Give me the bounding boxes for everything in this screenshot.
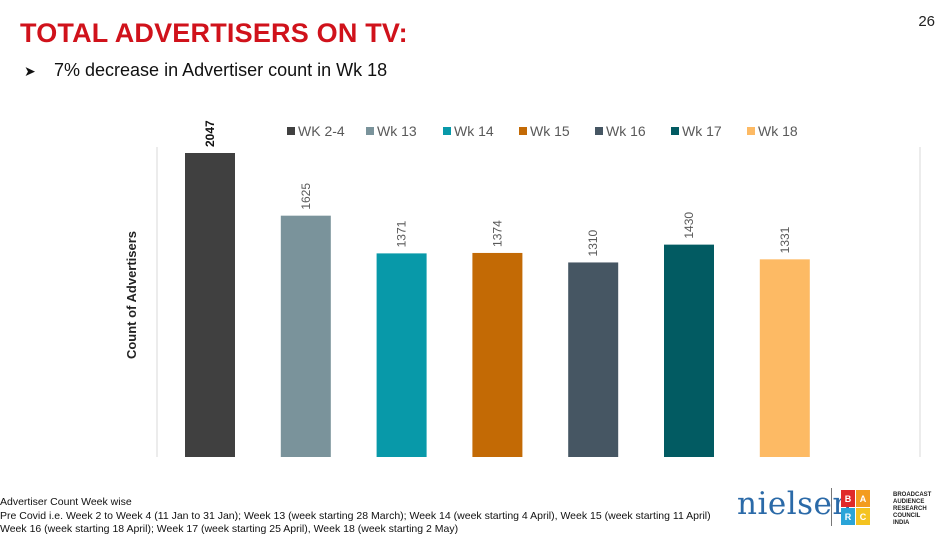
bullet-text: 7% decrease in Advertiser count in Wk 18 [54, 60, 388, 80]
legend-label-wk-13: Wk 13 [377, 123, 417, 139]
legend-label-wk-18: Wk 18 [758, 123, 798, 139]
legend-label-wk-16: Wk 16 [606, 123, 646, 139]
legend-swatch-wk-15 [519, 127, 527, 135]
bullet-point: ➤ 7% decrease in Advertiser count in Wk 1… [24, 60, 387, 81]
bar-wk-2-4 [185, 153, 235, 457]
legend-swatch-wk-17 [671, 127, 679, 135]
legend-label-wk-14: Wk 14 [454, 123, 494, 139]
barc-logo-text: BROADCAST AUDIENCE RESEARCH COUNCIL INDIA [893, 492, 931, 527]
barc-logo-tile [871, 508, 885, 525]
data-label-wk-16: 1310 [586, 229, 600, 256]
legend-swatch-wk-2-4 [287, 127, 295, 135]
data-label-wk-13: 1625 [299, 183, 313, 210]
legend-swatch-wk-13 [366, 127, 374, 135]
bar-wk-15 [472, 252, 523, 457]
logo-divider [831, 488, 832, 526]
legend-swatch-wk-18 [747, 127, 755, 135]
bars-group: 2047 1625 1371 1374 1310 1430 1331 [185, 120, 810, 457]
barc-logo-text-line: INDIA [893, 520, 910, 526]
footnote-definition-continued: Week 16 (week starting 18 April); Week 1… [0, 523, 459, 535]
page-number: 26 [918, 13, 935, 30]
barc-logo-tile: A [856, 490, 870, 507]
bar-wk-18 [759, 259, 810, 457]
barc-logo-text-line: COUNCIL [893, 513, 921, 519]
legend-label-wk-17: Wk 17 [682, 123, 722, 139]
data-label-wk-17: 1430 [682, 212, 696, 239]
legend-swatch-wk-14 [443, 127, 451, 135]
bar-wk-17 [664, 244, 714, 457]
data-label-wk-18: 1331 [778, 226, 792, 253]
legend-swatch-wk-16 [595, 127, 603, 135]
page-title: TOTAL ADVERTISERS ON TV: [20, 18, 408, 48]
barc-logo-text-line: AUDIENCE [893, 499, 925, 505]
barc-logo-text-line: RESEARCH [893, 506, 927, 512]
barc-logo-text-line: BROADCAST [893, 492, 932, 498]
barc-logo-tile: C [856, 508, 870, 525]
bar-wk-13 [280, 215, 331, 457]
data-label-wk-15: 1374 [490, 220, 504, 247]
data-label-wk-14: 1371 [395, 220, 409, 247]
legend-label-wk-2-4: WK 2-4 [298, 123, 345, 139]
legend-label-wk-15: Wk 15 [530, 123, 570, 139]
bar-wk-16 [568, 262, 619, 457]
bar-wk-14 [376, 253, 427, 457]
y-axis-label: Count of Advertisers [124, 231, 139, 359]
arrowhead-bullet-icon: ➤ [24, 63, 36, 79]
footnote-definition: Pre Covid i.e. Week 2 to Week 4 (11 Jan … [0, 510, 711, 522]
chart-legend: WK 2-4 Wk 13 Wk 14 Wk 15 Wk 16 Wk 17 Wk 18 [287, 123, 798, 139]
barc-logo-tile [871, 490, 885, 507]
footnote-title: Advertiser Count Week wise [0, 496, 132, 508]
barc-logo-tile: B [841, 490, 855, 507]
barc-logo-tile: R [841, 508, 855, 525]
data-label-wk-2-4: 2047 [203, 120, 217, 147]
nielsen-logo: nielsen [737, 486, 853, 522]
